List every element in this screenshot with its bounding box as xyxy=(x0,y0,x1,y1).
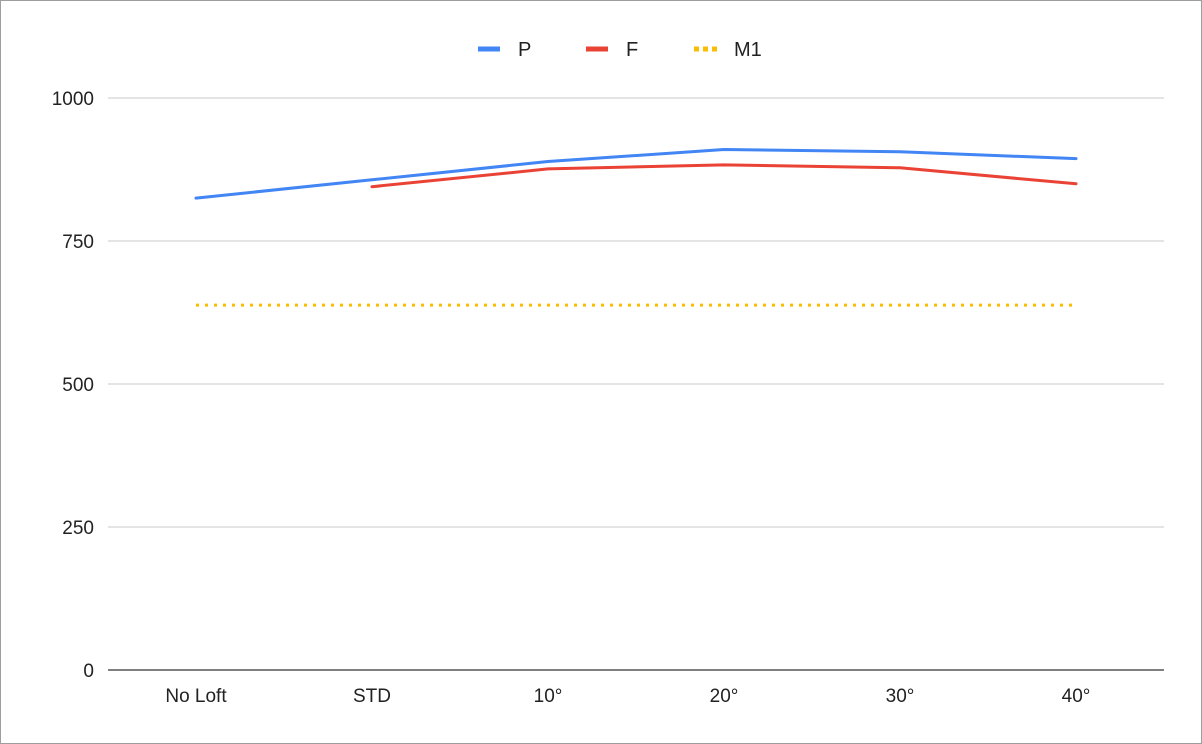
series-line-f xyxy=(370,163,1078,189)
y-axis: 0 250 500 750 1000 xyxy=(52,89,94,682)
x-tick-label: STD xyxy=(353,686,391,707)
y-tick-label: 1000 xyxy=(52,89,94,110)
legend-item-f[interactable]: F xyxy=(586,39,638,61)
legend-label: P xyxy=(518,39,531,61)
legend-item-p[interactable]: P xyxy=(478,39,531,61)
y-tick-label: 250 xyxy=(62,518,94,539)
legend-label: M1 xyxy=(734,39,762,61)
y-tick-label: 0 xyxy=(83,661,94,682)
series-lines xyxy=(194,148,1078,307)
legend-item-m1[interactable]: M1 xyxy=(694,39,762,61)
series-line-p xyxy=(194,148,1078,200)
legend-label: F xyxy=(626,39,638,61)
x-tick-label: 20° xyxy=(710,686,739,707)
x-tick-label: No Loft xyxy=(165,686,227,707)
x-tick-label: 30° xyxy=(886,686,915,707)
x-tick-label: 10° xyxy=(534,686,563,707)
y-tick-label: 500 xyxy=(62,375,94,396)
gridlines xyxy=(108,97,1164,528)
x-tick-label: 40° xyxy=(1062,686,1091,707)
x-axis: No Loft STD 10° 20° 30° 40° xyxy=(108,669,1164,707)
legend: P F M1 xyxy=(478,39,762,61)
y-tick-label: 750 xyxy=(62,232,94,253)
